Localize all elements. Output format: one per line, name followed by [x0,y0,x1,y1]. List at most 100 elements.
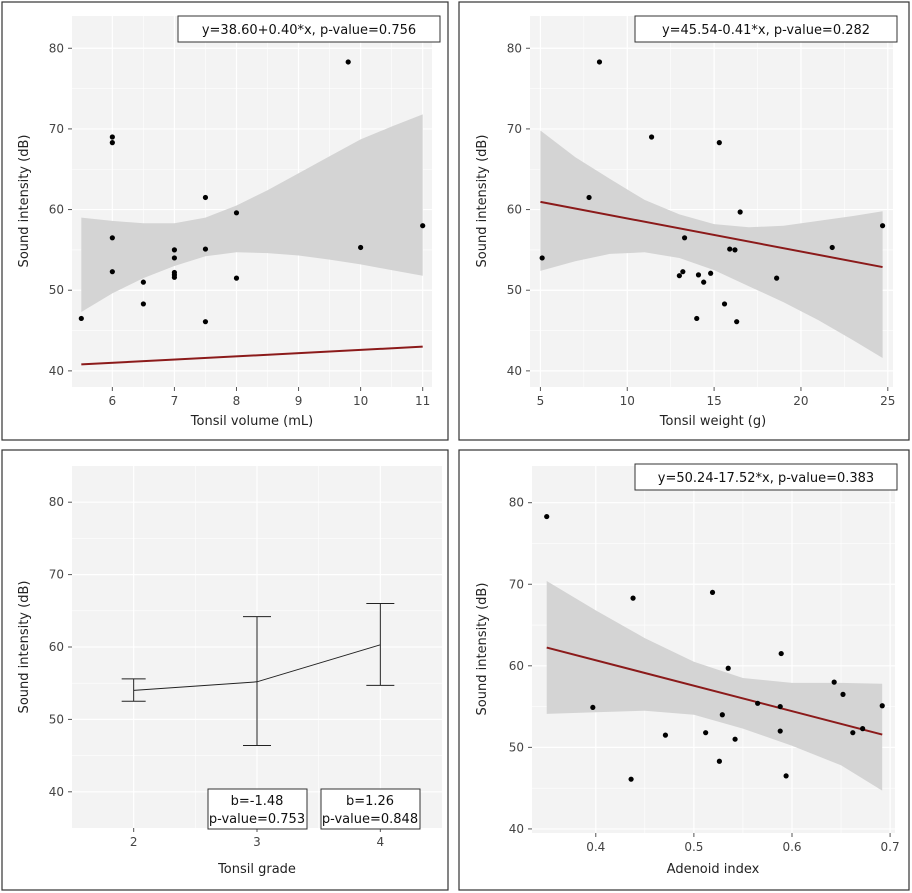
data-point [716,140,722,146]
data-point [725,665,731,671]
ci-band [546,581,883,791]
y-tick-label: 50 [49,283,64,297]
data-point [774,275,780,281]
data-point [721,301,728,307]
x-axis-label: Tonsil grade [217,862,296,877]
data-point [860,726,866,732]
pvalue-label-grade-3: p-value=0.753 [209,812,305,827]
data-point [590,704,596,711]
data-point [680,269,686,275]
mean-line [133,644,381,691]
data-point [703,730,709,736]
data-point [708,270,714,276]
y-tick-label: 40 [49,785,64,799]
data-point [879,703,885,709]
data-point [662,732,669,738]
y-tick-label: 80 [49,41,64,55]
y-axis-label: Sound intensity (dB) [475,135,490,268]
equation-text: y=45.54-0.41*x, p-value=0.282 [662,23,870,38]
data-point [777,703,783,710]
tick-labels: 40 50 60 70 80 0.4 0.5 0.6 0.7 [509,496,900,854]
equation-text: y=38.60+0.40*x, p-value=0.756 [202,23,416,38]
data-point [78,315,84,322]
x-tick-label: 3 [253,835,261,849]
y-tick-label: 60 [49,203,64,217]
data-point [840,691,846,697]
confidence-band [546,581,883,791]
x-tick-label: 7 [171,394,179,408]
error-bars [121,603,395,746]
fit-line [81,345,423,366]
x-tick-label: 25 [880,394,895,408]
y-tick-label: 40 [507,364,522,378]
coef-label-grade-4: b=1.26 [346,794,394,809]
data-point [719,712,725,718]
tick-labels: 40 50 60 70 80 6 7 8 9 10 11 [49,41,431,408]
data-point [140,301,146,307]
tick-labels: 40 50 60 70 80 2 3 4 [49,495,384,849]
x-tick-label: 20 [793,394,808,408]
data-point [345,59,351,65]
data-point [358,244,364,251]
data-point [694,315,700,322]
x-axis-label: Tonsil weight (g) [659,414,766,429]
panel-adenoid-index: 40 50 60 70 80 0.4 0.5 0.6 0.7 y=50.24-17.52*x, … [458,449,910,891]
data-point [171,274,178,280]
regression-line [540,200,883,269]
data-point [202,194,209,201]
x-tick-label: 0.5 [684,840,703,854]
y-tick-label: 70 [507,122,522,136]
regression-line [546,646,883,736]
x-axis-label: Adenoid index [667,862,760,877]
data-points [78,59,426,325]
data-point [233,275,240,281]
regression-line [81,345,423,366]
pvalue-label-grade-4: p-value=0.848 [322,812,418,827]
tick-labels: 40 50 60 70 80 5 10 15 20 25 [507,41,896,408]
data-point [628,776,634,782]
data-point [727,246,733,252]
x-tick-label: 2 [130,835,138,849]
data-point [648,134,655,140]
y-axis-label: Sound intensity (dB) [17,135,32,268]
x-tick-label: 0.6 [782,840,801,854]
data-point [695,272,702,278]
x-tick-label: 4 [377,835,385,849]
y-tick-label: 50 [507,283,522,297]
data-point [709,589,716,596]
y-tick-label: 70 [49,122,64,136]
data-point [202,246,209,252]
x-tick-label: 9 [295,394,303,408]
coef-box-grade-3 [207,788,308,830]
y-axis-label: Sound intensity (dB) [17,581,32,714]
data-point [109,235,115,241]
panel-tonsil-weight: 40 50 60 70 80 5 10 15 20 25 y=45.54-0.41*x, p-va… [458,1,910,441]
x-tick-label: 11 [415,394,430,408]
x-tick-label: 10 [353,394,368,408]
y-tick-label: 60 [49,640,64,654]
fit-line [540,200,883,269]
data-point [676,273,682,279]
y-tick-label: 80 [49,495,64,509]
data-point [829,244,835,251]
data-points [544,513,885,782]
data-point [539,255,545,261]
ci-band [81,114,423,313]
x-axis-label: Tonsil volume (mL) [190,414,313,429]
equation-box [177,15,441,43]
fit-line [546,646,883,736]
y-tick-label: 70 [509,577,524,591]
data-point [586,194,592,201]
y-tick-label: 60 [507,203,522,217]
panel-tonsil-grade: 40 50 60 70 80 2 3 4 b=-1.48 p-value=0.753 b=1.… [1,449,449,891]
equation-box [634,15,898,43]
ci-band [540,130,883,358]
coef-box-grade-4 [320,788,421,830]
data-point [716,758,722,764]
panel-tonsil-volume: 40 50 60 70 80 6 7 8 9 10 11 y=38.60+0.40*x, p-val… [1,1,449,441]
data-point [831,679,837,685]
data-point [755,700,761,706]
y-tick-label: 50 [49,712,64,726]
y-tick-label: 60 [509,659,524,673]
x-tick-label: 15 [706,394,721,408]
